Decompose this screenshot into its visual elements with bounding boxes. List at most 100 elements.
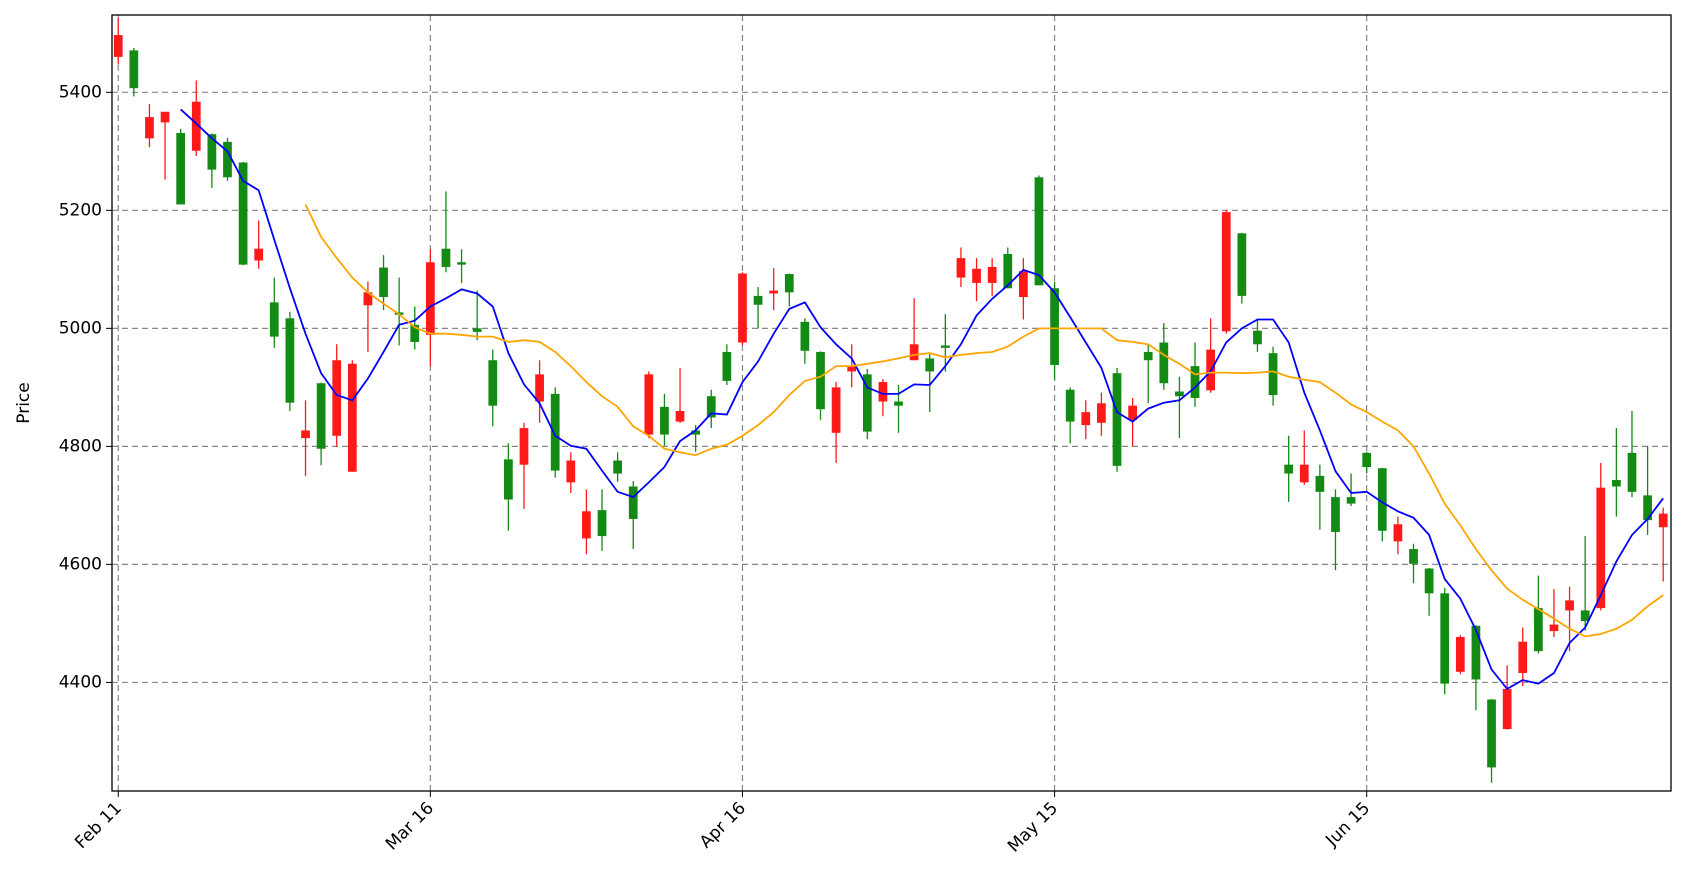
candle-body [1440,593,1450,684]
candle-body [1331,497,1340,532]
candle-body [613,460,622,474]
candle-body [1565,600,1574,611]
candle-body [160,111,170,123]
candle-body [722,351,732,381]
y-tick-label: 4600 [59,554,102,574]
candle-body [925,358,935,372]
candle-body [223,141,232,178]
candle-body [987,266,997,283]
candle-body [1487,699,1496,768]
candle-body [472,328,482,332]
candle-body [847,366,857,372]
candle-body [597,510,607,537]
candle-body [1627,452,1637,492]
candle-body [675,410,685,422]
candle-body [1190,366,1200,398]
y-tick-label: 5200 [59,200,102,220]
candle-body [269,302,279,337]
plot-frame [111,14,1672,792]
candle-body [1346,497,1356,504]
candle-body [1081,412,1091,426]
y-tick-label: 4400 [59,672,102,692]
candle-body [1315,475,1325,492]
y-tick-label: 5000 [59,318,102,338]
candle-body [1050,288,1059,365]
candle-body [1612,480,1621,487]
candle-body [1471,625,1481,680]
candle-body [1112,373,1122,466]
candle-body [956,258,966,278]
candle-body [1377,468,1387,531]
candle-body [753,295,763,305]
candle-body [129,50,139,89]
candle-body [1658,513,1668,528]
candle-body [1143,351,1153,361]
candle-body [410,324,420,342]
x-tick-label: May 15 [1004,798,1062,856]
candle-body [347,363,357,472]
candle-body [831,387,841,433]
x-tick-label: Mar 16 [382,798,438,854]
candle-body [894,401,903,406]
candle-body [1424,568,1434,594]
candle-body [1502,688,1512,730]
candle-body [1128,405,1137,420]
candle-body [504,459,513,500]
candle-body [1299,464,1309,483]
candle-body [254,248,264,261]
candle-body [1643,495,1652,521]
candle-body [909,344,919,361]
candle-body [784,274,794,293]
y-axis-label: Price [14,382,34,423]
candle-body [238,162,248,265]
candle-body [519,428,529,465]
candle-body [1003,253,1013,289]
candle-body [191,101,201,151]
candle-body [207,134,217,170]
candle-body [706,396,716,418]
candle-body [457,262,466,265]
candle-body [145,117,154,139]
candle-body [550,393,560,471]
y-tick-label: 5400 [59,82,102,102]
moving-average-line [304,204,1664,638]
candle-body [644,374,654,435]
candle-body [972,268,981,283]
x-tick-label: Apr 16 [696,798,750,852]
candle-body [862,374,872,432]
candle-body [1284,464,1294,474]
candle-body [301,430,310,439]
y-tick-label: 4800 [59,436,102,456]
candle-body [691,430,701,435]
candle-body [1518,641,1528,673]
candle-body [332,360,342,436]
moving-average-line [180,108,1664,691]
candle-body [1065,389,1075,422]
candle-body [878,382,888,402]
candle-body [379,267,388,298]
candle-body [1533,608,1543,652]
candle-body [1268,353,1278,396]
candle-body [441,248,451,267]
candle-body [940,345,950,348]
candle-body [488,360,498,406]
candle-body [1237,233,1247,296]
candle-body [1455,636,1465,672]
candle-body [1097,403,1106,423]
candle-body [1253,330,1262,345]
candle-body [1362,452,1372,468]
candle-body [1018,271,1028,298]
candle-body [316,383,326,449]
candle-body [1175,391,1184,397]
x-tick-label: Jun 15 [1321,798,1374,851]
candle-body [363,292,373,306]
candle-body [660,406,669,435]
candle-body [1549,624,1559,632]
candle-body [535,374,544,402]
candle-body [1034,177,1044,286]
candle-body [738,273,747,343]
x-tick-label: Feb 11 [71,798,126,853]
candle-body [582,511,591,539]
